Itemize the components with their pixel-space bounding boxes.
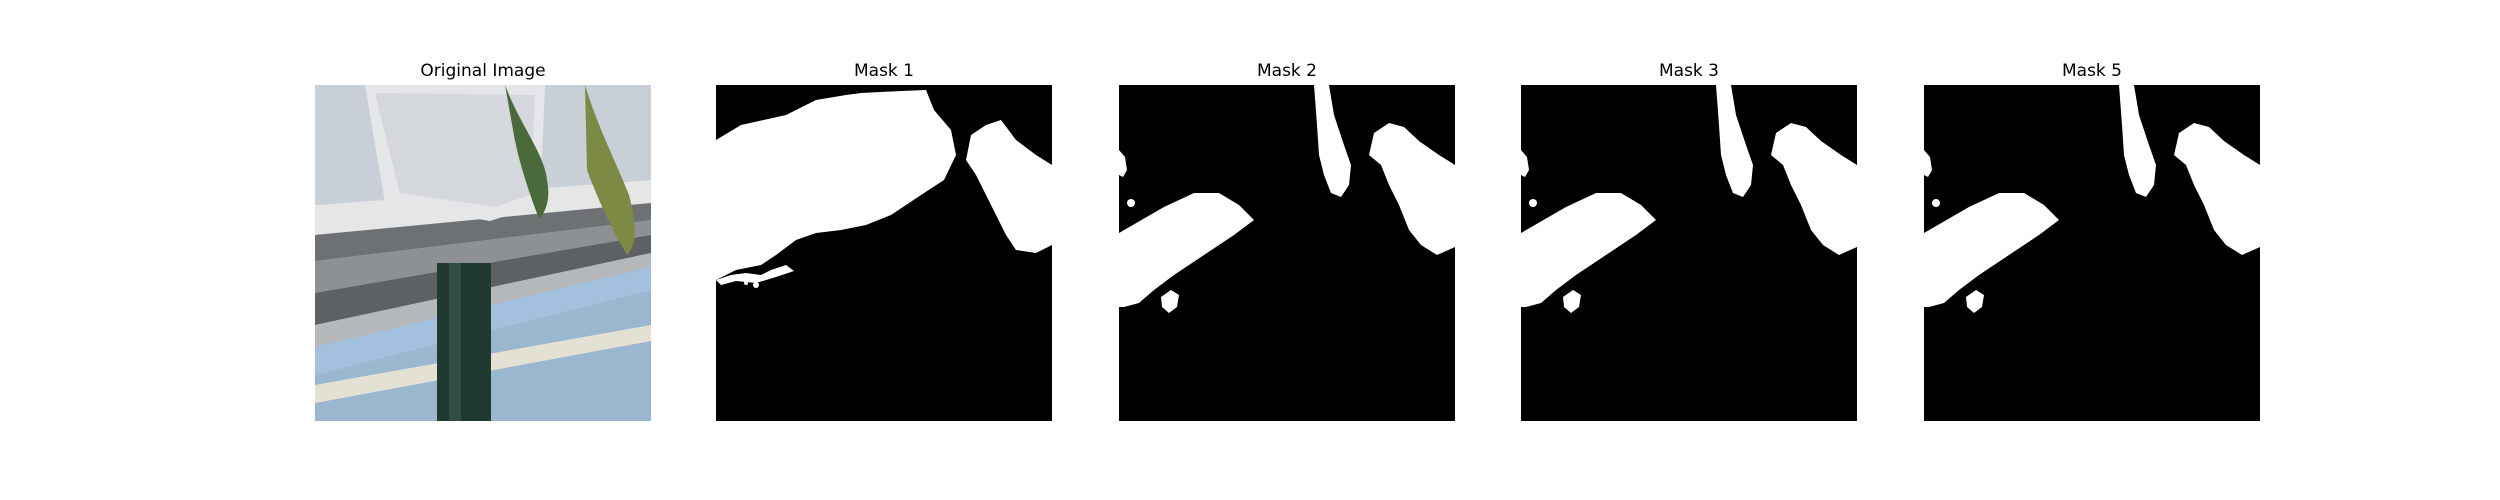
mask-1-image	[716, 85, 1052, 421]
mask-2-panel: Mask 2	[1119, 58, 1455, 421]
original-image	[315, 85, 651, 421]
panel-title-mask-1: Mask 1	[853, 61, 914, 81]
panel-title-mask-5: Mask 5	[2061, 61, 2122, 81]
mask-1-panel: Mask 1	[716, 58, 1052, 421]
mask-3-image	[1521, 85, 1857, 421]
panel-title-mask-2: Mask 2	[1256, 61, 1317, 81]
mask-2-image	[1119, 85, 1455, 421]
panel-title-mask-3: Mask 3	[1658, 61, 1719, 81]
mask-5-panel: Mask 5	[1924, 58, 2260, 421]
panel-title-original-image: Original Image	[420, 61, 546, 81]
mask-5-image	[1924, 85, 2260, 421]
original-image-panel: Original Image	[315, 58, 651, 421]
mask-3-panel: Mask 3	[1521, 58, 1857, 421]
